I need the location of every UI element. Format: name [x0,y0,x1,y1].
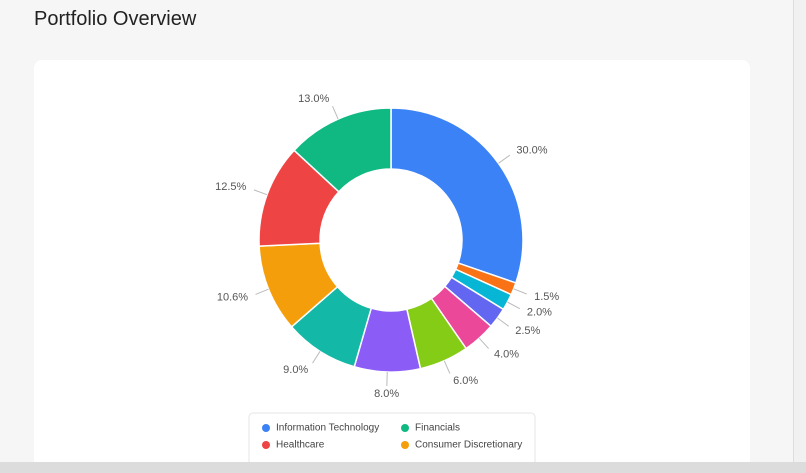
data-label: 10.6% [217,291,248,303]
data-label: 4.0% [494,348,519,360]
legend-label: Financials [415,423,460,434]
legend-marker [401,424,409,432]
leader-line [513,288,527,295]
leader-line [255,288,269,295]
leader-line [332,106,339,120]
leader-line [312,351,321,364]
data-label: 2.5% [515,325,540,337]
scrollbar[interactable] [793,0,806,462]
slice [293,107,392,193]
legend-marker [401,441,409,449]
taskbar [0,462,806,473]
data-label: 1.5% [534,291,559,303]
data-label: 13.0% [298,93,329,105]
legend-box [248,412,536,473]
leader-line [497,317,510,327]
data-label: 8.0% [374,388,399,400]
data-label: 9.0% [283,364,308,376]
legend-label: Information Technology [276,423,379,434]
leader-line [478,337,489,349]
leader-line [498,154,511,164]
legend-label: Consumer Discretionary [415,440,522,451]
leader-line [443,360,451,374]
legend-marker [262,424,270,432]
leader-line [253,189,268,196]
page-title: Portfolio Overview [34,8,197,30]
data-label: 2.0% [527,306,552,318]
data-label: 12.5% [215,181,246,193]
data-label: 6.0% [453,375,478,387]
legend-marker [262,441,270,449]
legend-label: Healthcare [276,440,325,451]
data-label: 30.0% [516,144,547,156]
leader-line [507,301,521,310]
slice [390,107,524,284]
